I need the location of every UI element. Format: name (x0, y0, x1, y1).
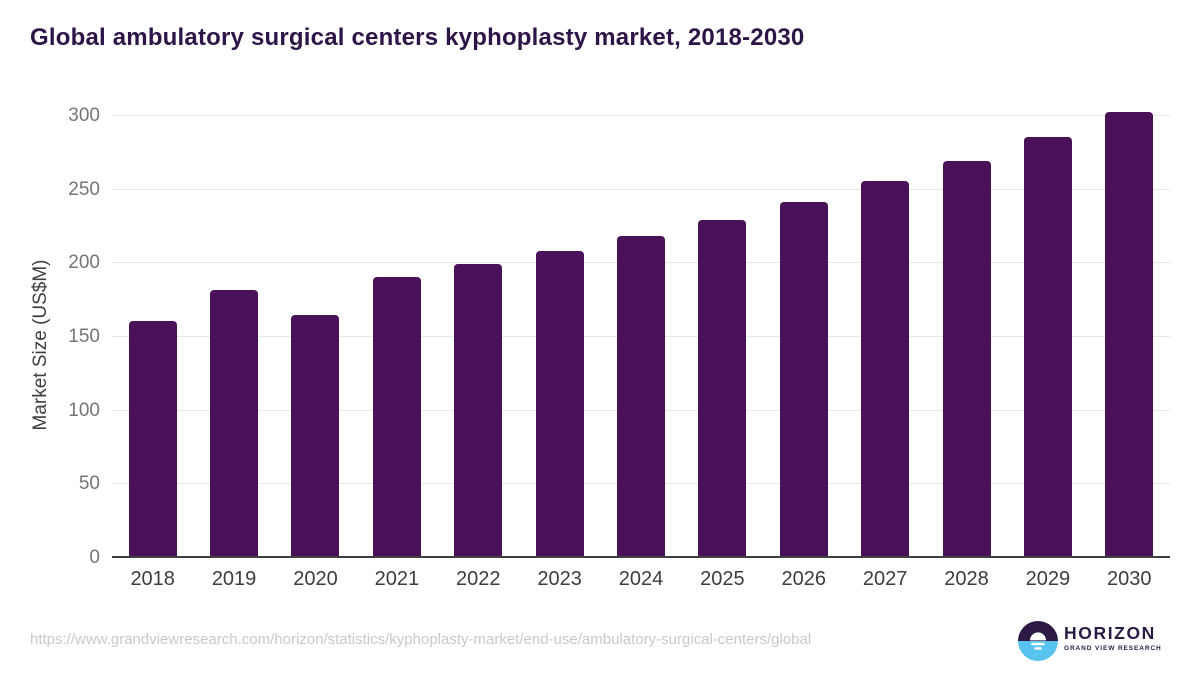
x-tick-label-2029: 2029 (1025, 568, 1071, 590)
horizon-logo-text: HORIZON GRAND VIEW RESEARCH (1064, 621, 1162, 652)
bar-2029 (1023, 137, 1072, 557)
y-tick-label-100: 100 (68, 399, 100, 421)
x-tick-label-2028: 2028 (944, 568, 989, 590)
bar-2020 (291, 315, 340, 557)
x-tick-label-2021: 2021 (374, 568, 420, 590)
y-tick-label-50: 50 (78, 473, 100, 495)
y-tick-label-250: 250 (68, 178, 100, 200)
horizon-logo-icon (1018, 621, 1058, 661)
logo-subtitle: GRAND VIEW RESEARCH (1064, 645, 1162, 652)
y-tick-label-300: 300 (68, 105, 100, 126)
y-tick-label-150: 150 (68, 326, 100, 347)
x-axis-line (112, 556, 1170, 558)
gridline-250 (112, 188, 1170, 190)
bar-2025 (698, 219, 747, 557)
bar-2021 (372, 277, 421, 557)
y-tick-label-0: 0 (89, 547, 100, 568)
x-tick-label-2026: 2026 (781, 568, 827, 590)
x-tick-label-2025: 2025 (700, 568, 745, 590)
x-tick-label-2022: 2022 (455, 568, 501, 590)
bar-2028 (942, 160, 991, 557)
x-tick-label-2024: 2024 (618, 568, 664, 590)
x-tick-label-2027: 2027 (862, 568, 908, 590)
source-url: https://www.grandviewresearch.com/horizo… (30, 631, 812, 648)
bar-2026 (779, 201, 828, 557)
x-tick-label-2030: 2030 (1107, 568, 1152, 590)
x-tick-label-2019: 2019 (211, 568, 257, 590)
chart-title: Global ambulatory surgical centers kypho… (30, 24, 805, 51)
x-tick-label-2018: 2018 (130, 568, 175, 590)
logo-title: HORIZON (1064, 623, 1156, 643)
y-axis-label: Market Size (US$M) (30, 259, 51, 431)
x-tick-label-2023: 2023 (537, 568, 582, 590)
bar-2022 (454, 263, 503, 557)
y-tick-label-200: 200 (68, 252, 100, 274)
plot-area (112, 112, 1170, 558)
bar-2027 (861, 181, 910, 557)
horizon-logo: HORIZON GRAND VIEW RESEARCH (1018, 621, 1162, 661)
gridline-300 (112, 115, 1170, 116)
x-tick-label-2020: 2020 (293, 568, 338, 590)
bar-2030 (1105, 112, 1154, 557)
bar-2019 (210, 290, 259, 557)
bar-2024 (617, 235, 665, 557)
bar-2023 (535, 250, 584, 557)
bar-2018 (128, 321, 177, 557)
